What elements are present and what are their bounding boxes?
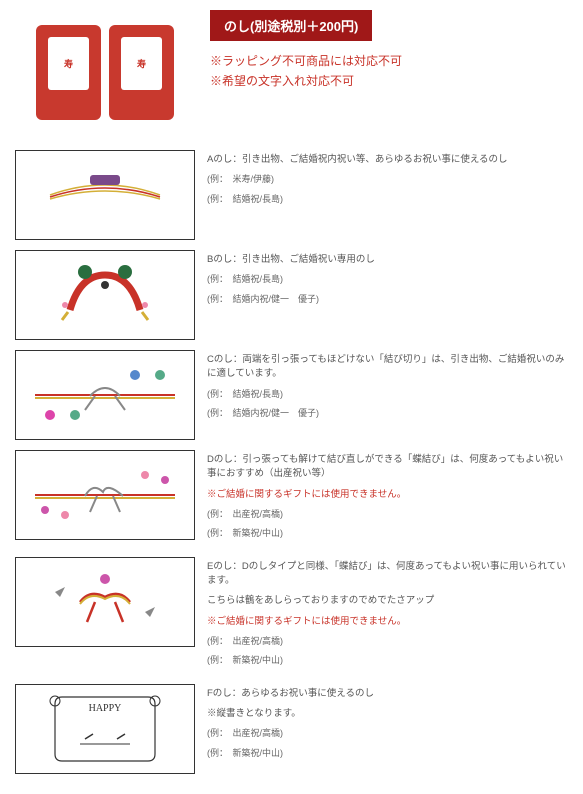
item-title: Cのし：両端を引っ張ってもほどけない「結び切り」は、引き出物、ご結婚祝いのみに適… <box>207 353 568 382</box>
header-text: のし(別途税別＋200円) ※ラッピング不可商品には対応不可 ※希望の文字入れ対… <box>210 10 568 135</box>
item-title: Eのし：Dのしタイプと同様、「蝶結び」は、何度あってもよい祝い事に用いられていま… <box>207 560 568 589</box>
noshi-item-a: Aのし：引き出物、ご結婚祝内祝い等、あらゆるお祝い事に使えるのし (例： 米寿/… <box>15 150 568 240</box>
example-2: (例： 結婚内祝/健一 優子) <box>207 407 568 421</box>
example-1: (例： 米寿/伊藤) <box>207 173 568 187</box>
item-warning: ※ご結婚に関するギフトには使用できません。 <box>207 488 568 502</box>
gift-box-right: 寿 <box>109 25 174 120</box>
example-1: (例： 出産祝/高橋) <box>207 635 568 649</box>
noshi-item-e: Eのし：Dのしタイプと同様、「蝶結び」は、何度あってもよい祝い事に用いられていま… <box>15 557 568 674</box>
noshi-desc-d: Dのし：引っ張っても解けて結び直しができる「蝶結び」は、何度あってもよい祝い事に… <box>207 450 568 547</box>
noshi-thumb-c <box>15 350 195 440</box>
item-sub: こちらは鶴をあしらっておりますのでめでたさアップ <box>207 594 568 608</box>
item-title: Aのし：引き出物、ご結婚祝内祝い等、あらゆるお祝い事に使えるのし <box>207 153 568 167</box>
noshi-item-c: Cのし：両端を引っ張ってもほどけない「結び切り」は、引き出物、ご結婚祝いのみに適… <box>15 350 568 440</box>
noshi-item-f: HAPPY Fのし：あらゆるお祝い事に使えるのし ※縦書きとなります。 (例： … <box>15 684 568 774</box>
noshi-thumb-e <box>15 557 195 647</box>
example-2: (例： 新築祝/中山) <box>207 747 568 761</box>
note-line-2: ※希望の文字入れ対応不可 <box>210 72 568 89</box>
product-image: 寿 寿 <box>15 10 195 135</box>
gift-box-left: 寿 <box>36 25 101 120</box>
price-badge: のし(別途税別＋200円) <box>210 10 372 41</box>
noshi-desc-b: Bのし：引き出物、ご結婚祝い専用のし (例： 結婚祝/長島) (例： 結婚内祝/… <box>207 250 568 340</box>
noshi-desc-a: Aのし：引き出物、ご結婚祝内祝い等、あらゆるお祝い事に使えるのし (例： 米寿/… <box>207 150 568 240</box>
note-line-1: ※ラッピング不可商品には対応不可 <box>210 52 568 69</box>
box-label: 寿 <box>121 37 162 90</box>
header: 寿 寿 のし(別途税別＋200円) ※ラッピング不可商品には対応不可 ※希望の文… <box>15 10 568 135</box>
item-warning: ※ご結婚に関するギフトには使用できません。 <box>207 615 568 629</box>
noshi-thumb-a <box>15 150 195 240</box>
example-2: (例： 結婚祝/長島) <box>207 193 568 207</box>
item-title: Fのし：あらゆるお祝い事に使えるのし <box>207 687 568 701</box>
example-1: (例： 結婚祝/長島) <box>207 388 568 402</box>
page-container: 寿 寿 のし(別途税別＋200円) ※ラッピング不可商品には対応不可 ※希望の文… <box>0 0 583 794</box>
item-title: Dのし：引っ張っても解けて結び直しができる「蝶結び」は、何度あってもよい祝い事に… <box>207 453 568 482</box>
happy-text: HAPPY <box>89 703 122 714</box>
noshi-item-d: Dのし：引っ張っても解けて結び直しができる「蝶結び」は、何度あってもよい祝い事に… <box>15 450 568 547</box>
item-title: Bのし：引き出物、ご結婚祝い専用のし <box>207 253 568 267</box>
item-sub: ※縦書きとなります。 <box>207 707 568 721</box>
example-1: (例： 出産祝/高橋) <box>207 508 568 522</box>
box-label: 寿 <box>48 37 89 90</box>
example-2: (例： 新築祝/中山) <box>207 527 568 541</box>
noshi-thumb-f: HAPPY <box>15 684 195 774</box>
noshi-thumb-d <box>15 450 195 540</box>
example-2: (例： 新築祝/中山) <box>207 654 568 668</box>
example-1: (例： 結婚祝/長島) <box>207 273 568 287</box>
noshi-thumb-b <box>15 250 195 340</box>
example-1: (例： 出産祝/高橋) <box>207 727 568 741</box>
noshi-desc-f: Fのし：あらゆるお祝い事に使えるのし ※縦書きとなります。 (例： 出産祝/高橋… <box>207 684 568 774</box>
example-2: (例： 結婚内祝/健一 優子) <box>207 293 568 307</box>
noshi-desc-e: Eのし：Dのしタイプと同様、「蝶結び」は、何度あってもよい祝い事に用いられていま… <box>207 557 568 674</box>
noshi-desc-c: Cのし：両端を引っ張ってもほどけない「結び切り」は、引き出物、ご結婚祝いのみに適… <box>207 350 568 440</box>
noshi-item-b: Bのし：引き出物、ご結婚祝い専用のし (例： 結婚祝/長島) (例： 結婚内祝/… <box>15 250 568 340</box>
